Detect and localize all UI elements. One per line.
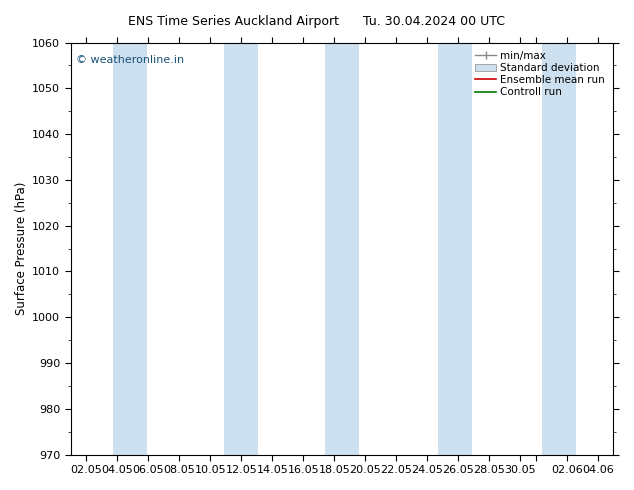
Legend: min/max, Standard deviation, Ensemble mean run, Controll run: min/max, Standard deviation, Ensemble me… xyxy=(472,48,608,100)
Y-axis label: Surface Pressure (hPa): Surface Pressure (hPa) xyxy=(15,182,28,315)
Bar xyxy=(542,43,576,455)
Bar xyxy=(438,43,472,455)
Text: © weatheronline.in: © weatheronline.in xyxy=(76,55,184,65)
Bar xyxy=(224,43,258,455)
Bar xyxy=(113,43,146,455)
Bar xyxy=(325,43,359,455)
Text: ENS Time Series Auckland Airport      Tu. 30.04.2024 00 UTC: ENS Time Series Auckland Airport Tu. 30.… xyxy=(129,15,505,28)
